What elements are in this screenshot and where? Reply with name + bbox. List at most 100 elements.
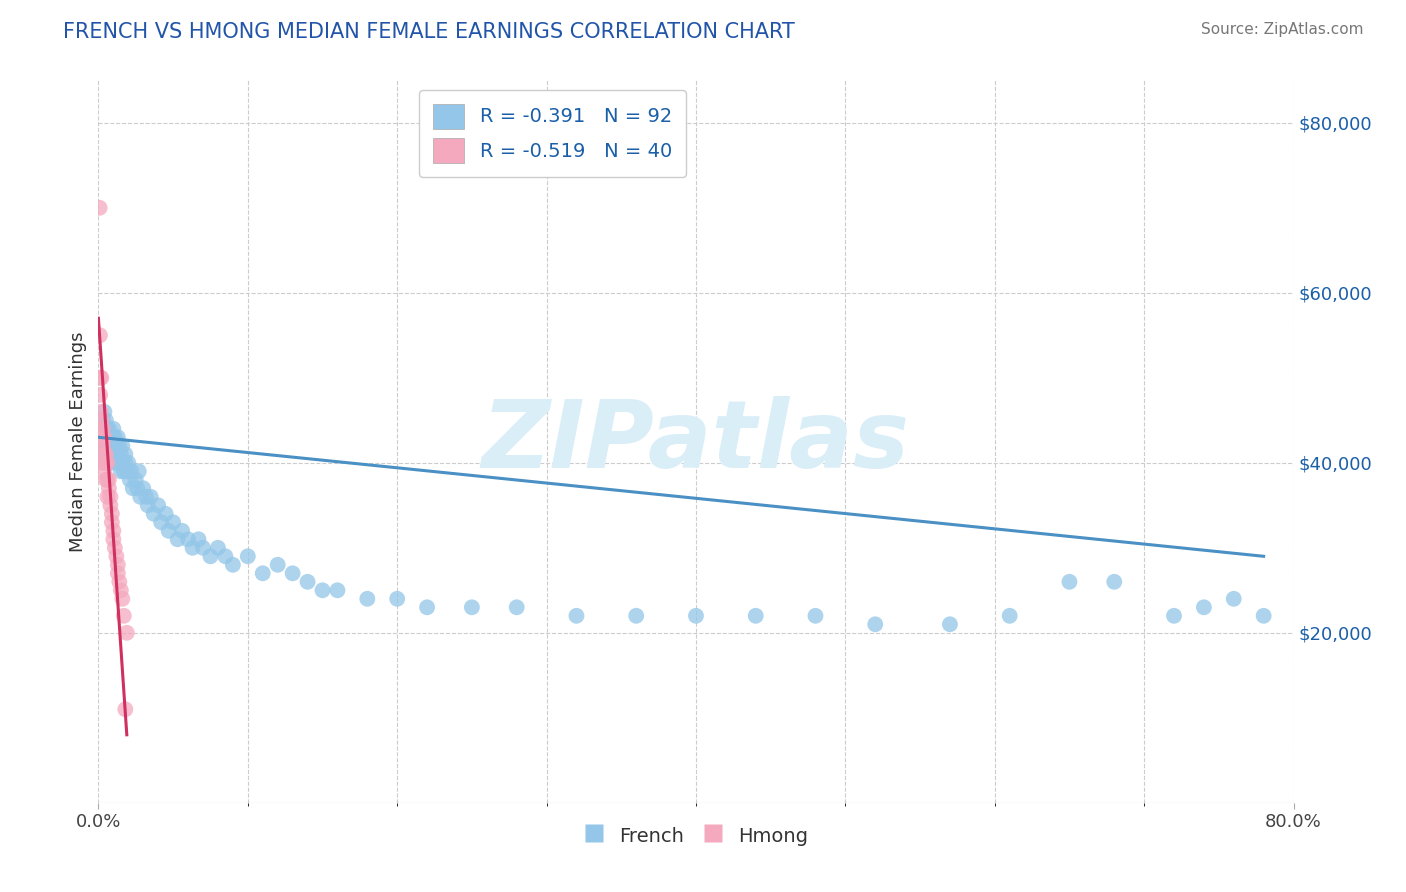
Point [104,541,127,555]
Point [236,549,259,564]
Point [89,371,111,385]
Point [93,447,115,461]
Point [107,566,129,581]
Point [96,422,118,436]
Point [110,464,132,478]
Point [90,371,112,385]
Point [96,456,118,470]
Point [90,422,112,436]
Y-axis label: Median Female Earnings: Median Female Earnings [69,331,87,552]
Point [91,430,114,444]
Point [297,574,319,589]
Point [267,558,290,572]
Point [565,608,588,623]
Point [97,430,120,444]
Point [118,473,141,487]
Point [97,422,120,436]
Point [157,524,180,538]
Point [461,600,484,615]
Point [93,422,115,436]
Point [127,481,149,495]
Point [98,498,122,512]
Text: Source: ZipAtlas.com: Source: ZipAtlas.com [1201,22,1364,37]
Point [114,456,136,470]
Point [135,490,157,504]
Point [326,583,349,598]
Point [416,600,439,615]
Point [311,583,333,598]
Point [142,507,165,521]
Text: ZIPatlas: ZIPatlas [482,395,910,488]
Point [112,608,135,623]
Point [150,516,173,530]
Text: FRENCH VS HMONG MEDIAN FEMALE EARNINGS CORRELATION CHART: FRENCH VS HMONG MEDIAN FEMALE EARNINGS C… [63,22,794,42]
Point [91,439,114,453]
Point [101,447,124,461]
Point [214,549,236,564]
Point [121,481,143,495]
Point [107,447,129,461]
Point [89,388,111,402]
Point [94,413,117,427]
Point [222,558,245,572]
Point [139,490,162,504]
Point [101,516,124,530]
Point [1104,574,1126,589]
Point [108,574,131,589]
Point [96,456,118,470]
Point [998,608,1021,623]
Point [111,456,134,470]
Point [745,608,768,623]
Point [107,558,129,572]
Point [939,617,962,632]
Point [865,617,887,632]
Point [114,702,136,716]
Point [385,591,409,606]
Point [103,439,125,453]
Point [191,541,214,555]
Point [281,566,304,581]
Point [685,608,707,623]
Point [626,608,648,623]
Point [1192,600,1215,615]
Point [115,625,138,640]
Point [108,456,131,470]
Point [1253,608,1275,623]
Point [136,498,159,512]
Point [90,430,112,444]
Point [117,456,139,470]
Point [108,439,131,453]
Point [103,430,125,444]
Point [172,524,194,538]
Point [91,413,114,427]
Point [98,490,122,504]
Point [96,439,118,453]
Point [107,430,129,444]
Point [1059,574,1081,589]
Point [96,473,118,487]
Point [89,328,111,343]
Point [90,413,112,427]
Point [90,405,112,419]
Point [97,447,120,461]
Point [94,447,117,461]
Point [111,439,134,453]
Point [90,422,112,436]
Point [111,591,134,606]
Point [89,201,111,215]
Point [252,566,274,581]
Point [110,583,132,598]
Point [91,456,114,470]
Point [166,533,188,547]
Point [1163,608,1185,623]
Point [101,430,124,444]
Point [96,490,118,504]
Point [132,481,155,495]
Point [101,507,124,521]
Point [93,464,115,478]
Point [94,430,117,444]
Point [105,456,128,470]
Point [94,447,117,461]
Point [177,533,200,547]
Point [115,464,138,478]
